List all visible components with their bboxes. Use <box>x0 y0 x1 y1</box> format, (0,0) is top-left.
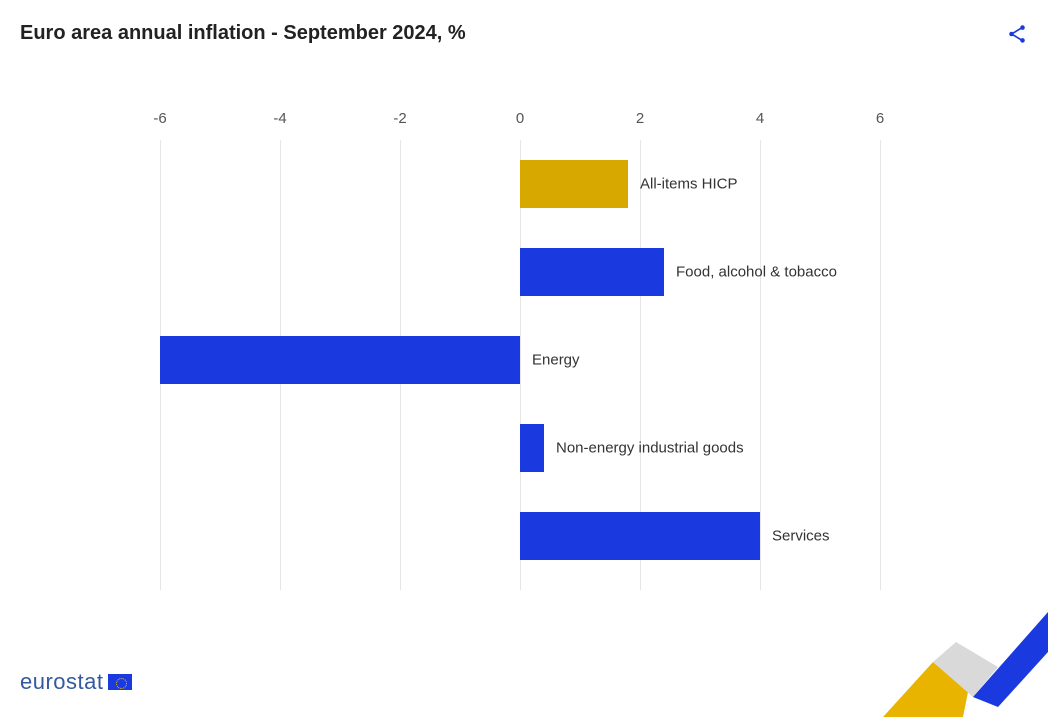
bar-label: Food, alcohol & tobacco <box>676 264 837 281</box>
bar <box>520 424 544 472</box>
eu-flag-icon <box>108 674 132 690</box>
bar-label: Non-energy industrial goods <box>556 440 744 457</box>
bars-layer: All-items HICP Food, alcohol & tobacco Ene… <box>100 160 940 600</box>
bar-row: Energy <box>100 336 940 384</box>
x-tick-label: -6 <box>153 110 166 127</box>
share-icon[interactable] <box>1006 23 1028 45</box>
bar-label: Services <box>772 528 830 545</box>
bar-row: Non-energy industrial goods <box>100 424 940 472</box>
bar-row: Food, alcohol & tobacco <box>100 248 940 296</box>
eurostat-logo-text: eurostat <box>20 669 104 695</box>
bar <box>160 336 520 384</box>
header: Euro area annual inflation - September 2… <box>20 22 1028 45</box>
bar-label: Energy <box>532 352 580 369</box>
bar <box>520 160 628 208</box>
x-tick-label: -4 <box>273 110 286 127</box>
x-tick-label: 6 <box>876 110 884 127</box>
bar <box>520 512 760 560</box>
x-tick-label: 4 <box>756 110 764 127</box>
x-tick-label: -2 <box>393 110 406 127</box>
x-tick-label: 0 <box>516 110 524 127</box>
eurostat-logo: eurostat <box>20 669 132 695</box>
bar-row: Services <box>100 512 940 560</box>
x-tick-label: 2 <box>636 110 644 127</box>
chart-title: Euro area annual inflation - September 2… <box>20 22 466 45</box>
bar <box>520 248 664 296</box>
chart-area: -6 -4 -2 0 2 4 6 All-items HICP Food, alcohol &… <box>100 110 940 590</box>
corner-swoosh-icon <box>838 597 1048 717</box>
bar-row: All-items HICP <box>100 160 940 208</box>
bar-label: All-items HICP <box>640 176 738 193</box>
